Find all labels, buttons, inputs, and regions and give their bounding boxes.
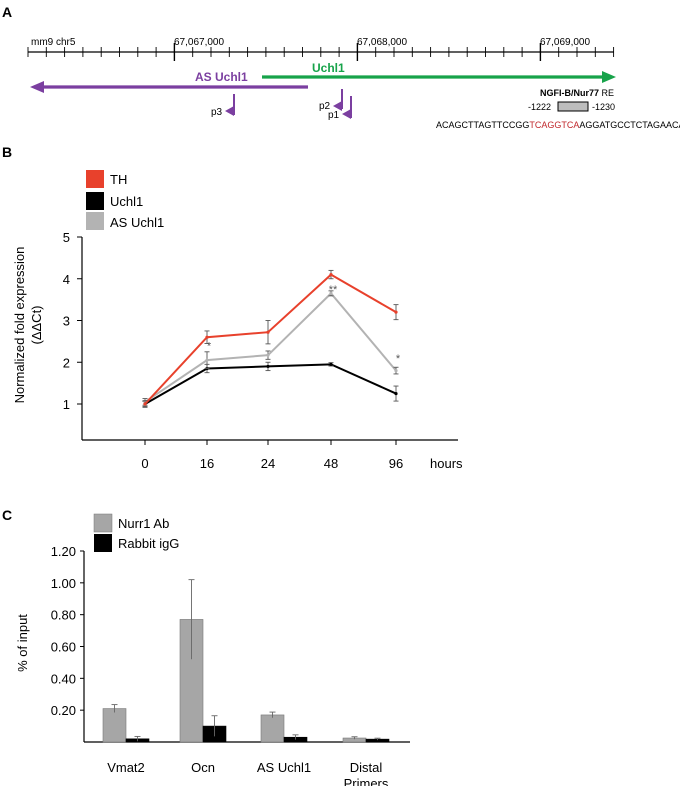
ruler-label-3: 67,069,000 [540,37,590,48]
bar-chart: % of input 0.20 0.40 0.60 0.80 1.00 1.20 Vmat2… [15,544,410,791]
panel-label-c: C [2,507,12,523]
ruler-ticks [27,43,615,61]
line-chart-ytick-label: 1 [63,397,70,412]
as-uchl1-arrowhead [30,81,44,93]
genome-track: mm9 chr5 67,067,000 67,068,000 67,069,00… [27,37,680,130]
uchl1-label: Uchl1 [312,61,345,75]
legend-label-uchl1: Uchl1 [110,194,143,209]
line-series-th [144,273,397,405]
ruler-label-1: 67,067,000 [174,37,224,48]
ruler-label-2: 67,068,000 [357,37,407,48]
bar-chart-ylabel: % of input [15,614,30,672]
legend-swatch-igg [94,534,112,552]
bar-chart-category-label: Primers [344,776,389,786]
line-chart-xtick-label: 96 [389,456,403,471]
line-chart: Normalized fold expression (ΔΔCt) hours … [12,230,463,471]
legend-label-nurr1: Nurr1 Ab [118,516,169,531]
line-chart-ytick-label: 5 [63,230,70,245]
error-bar [211,715,218,737]
data-point [329,272,333,277]
data-point [394,369,398,373]
primer-p3-icon [225,106,234,116]
re-right-coord: -1230 [592,102,615,112]
data-point [266,330,270,334]
data-point [266,353,270,357]
bar-chart-ytick-label: 1.00 [51,576,76,591]
data-point [205,335,209,339]
bar-nurr1-ab [260,714,285,743]
bar-chart-category-label: Ocn [191,760,215,775]
bar-chart-category-label: Vmat2 [107,760,145,775]
significance-marker: * [396,353,401,365]
bar-chart-ytick-label: 0.20 [51,703,76,718]
primer-p1-icon [342,109,351,119]
seq-motif: TCAGGTCA [529,120,579,130]
error-bar [292,734,299,740]
line-chart-xlabel: hours [430,456,463,471]
bar-chart-ytick-label: 0.40 [51,671,76,686]
primer-p3-label: p3 [211,107,223,118]
as-uchl1-label: AS Uchl1 [195,70,248,84]
chrom-label: mm9 chr5 [31,37,76,48]
error-bar [188,579,195,660]
primer-p2: p2 [319,89,343,112]
data-point [266,364,270,369]
line-chart-xtick-label: 24 [261,456,275,471]
legend-swatch-th [86,170,104,188]
line-chart-legend: TH Uchl1 AS Uchl1 [86,170,164,230]
error-bar [269,711,276,718]
re-sequence: ACAGCTTAGTTCCGGTCAGGTCAAGGATGCCTCTAGAACA… [436,120,680,130]
re-title: NGFI-B/Nur77 RE [540,88,614,98]
bar-chart-legend: Nurr1 Ab Rabbit igG [93,513,179,552]
data-point [205,358,209,362]
data-point [394,310,398,314]
line-chart-ytick-label: 3 [63,314,70,329]
primer-p2-icon [333,101,342,111]
line-chart-xtick-label: 0 [141,456,148,471]
legend-swatch-as-uchl1 [86,212,104,230]
re-box [557,101,589,112]
bar-nurr1-ab [102,708,127,743]
legend-swatch-uchl1 [86,192,104,210]
line-chart-xtick-label: 48 [324,456,338,471]
data-point [143,402,147,406]
re-title-bold: NGFI-B/Nur77 [540,88,599,98]
significance-marker: ** [329,284,338,296]
data-point [329,362,333,366]
error-bar [134,735,141,742]
data-point [394,391,398,396]
re-title-suffix: RE [602,88,615,98]
bar-chart-category-label: Distal [350,760,383,775]
panel-label-a: A [2,4,12,20]
error-bar [111,704,118,713]
uchl1-arrowhead [602,71,616,83]
re-left-coord: -1222 [528,102,551,112]
primer-p2-label: p2 [319,101,331,112]
data-point [329,291,333,295]
line-chart-xtick-label: 16 [200,456,214,471]
bar-chart-ytick-label: 1.20 [51,544,76,559]
bar-chart-ytick-label: 0.60 [51,640,76,655]
line-chart-ylabel-2: (ΔΔCt) [29,305,44,344]
panel-label-b: B [2,144,12,160]
seq-post: AGGATGCCTCTAGAACACCTG [579,120,680,130]
legend-swatch-nurr1 [93,513,113,533]
legend-label-as-uchl1: AS Uchl1 [110,215,164,230]
error-bar [351,736,358,740]
primer-p1: p1 [328,96,352,121]
bar-chart-ytick-label: 0.80 [51,608,76,623]
legend-label-igg: Rabbit igG [118,536,179,551]
line-series-as-uchl1 [144,291,397,403]
legend-label-th: TH [110,172,127,187]
bar-chart-category-label: AS Uchl1 [257,760,311,775]
line-chart-ytick-label: 2 [63,355,70,370]
line-chart-ylabel-1: Normalized fold expression [12,247,27,404]
seq-pre: ACAGCTTAGTTCCGG [436,120,529,130]
error-bar [374,737,381,741]
significance-marker: * [207,341,212,353]
primer-p3: p3 [211,94,235,118]
primer-p1-label: p1 [328,110,340,121]
line-chart-ytick-label: 4 [63,272,70,287]
